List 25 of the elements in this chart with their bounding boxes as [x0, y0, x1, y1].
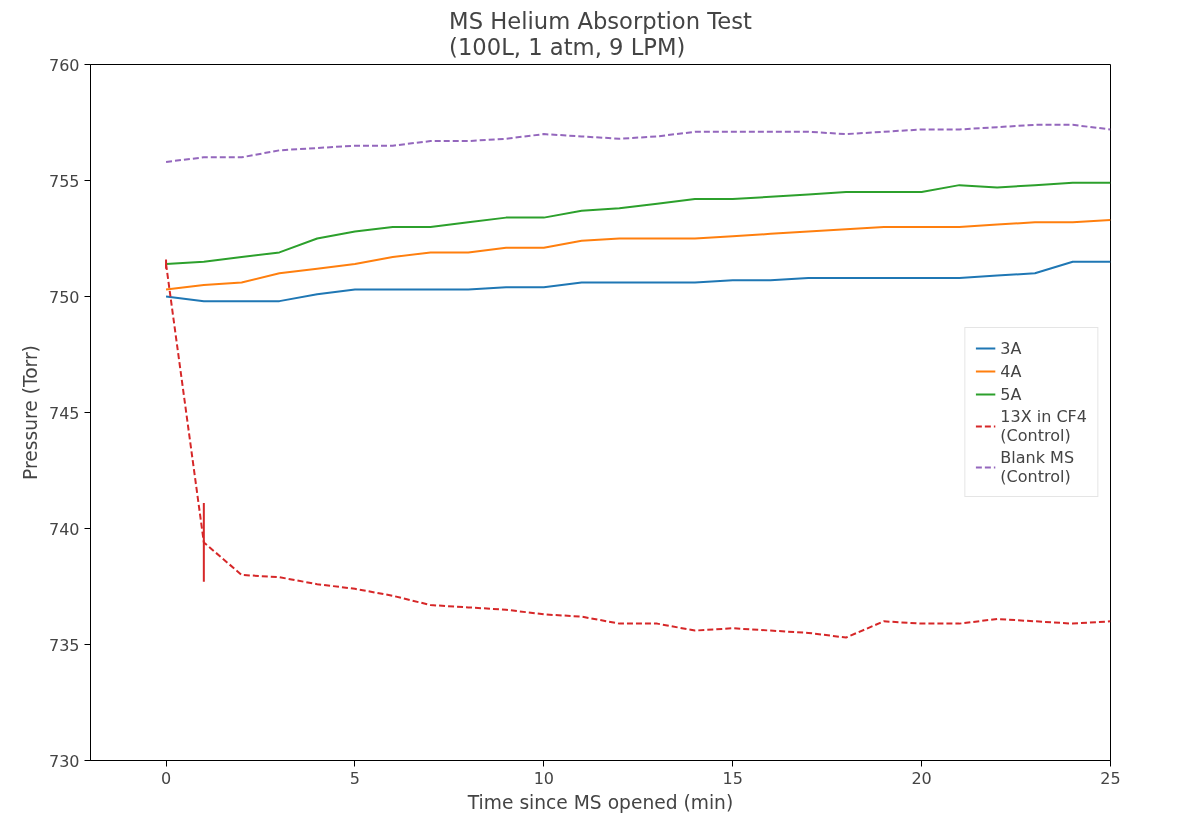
x-axis-title: Time since MS opened (min): [466, 791, 734, 813]
x-tick-label: 15: [722, 768, 743, 788]
x-tick-label: 25: [1100, 768, 1121, 788]
line-series: [165, 181, 1111, 266]
y-tick-label: 760: [48, 55, 80, 75]
x-tick-label: 0: [160, 768, 172, 788]
y-tick-label: 740: [48, 519, 80, 539]
line-series: [165, 218, 1111, 291]
x-tick-label: 20: [911, 768, 932, 788]
legend-label: Blank MS (Control): [1000, 448, 1075, 486]
y-tick-label: 730: [48, 751, 80, 771]
y-tick-label: 735: [48, 635, 80, 655]
legend-label: 4A: [1000, 361, 1022, 381]
x-tick-label: 5: [349, 768, 361, 788]
legend-label: 3A: [1000, 338, 1022, 358]
y-tick-label: 745: [48, 403, 80, 423]
line-series: [165, 123, 1111, 163]
y-axis-title: Pressure (Torr): [19, 345, 41, 480]
line-series: [165, 260, 1111, 303]
y-tick-label: 750: [48, 287, 80, 307]
legend-label: 5A: [1000, 384, 1022, 404]
x-tick-label: 10: [533, 768, 555, 788]
chart-title: MS Helium Absorption Test (100L, 1 atm, 9 LPM): [449, 7, 753, 60]
legend-label: 13X in CF4 (Control): [1000, 407, 1087, 445]
y-tick-label: 755: [48, 171, 80, 191]
